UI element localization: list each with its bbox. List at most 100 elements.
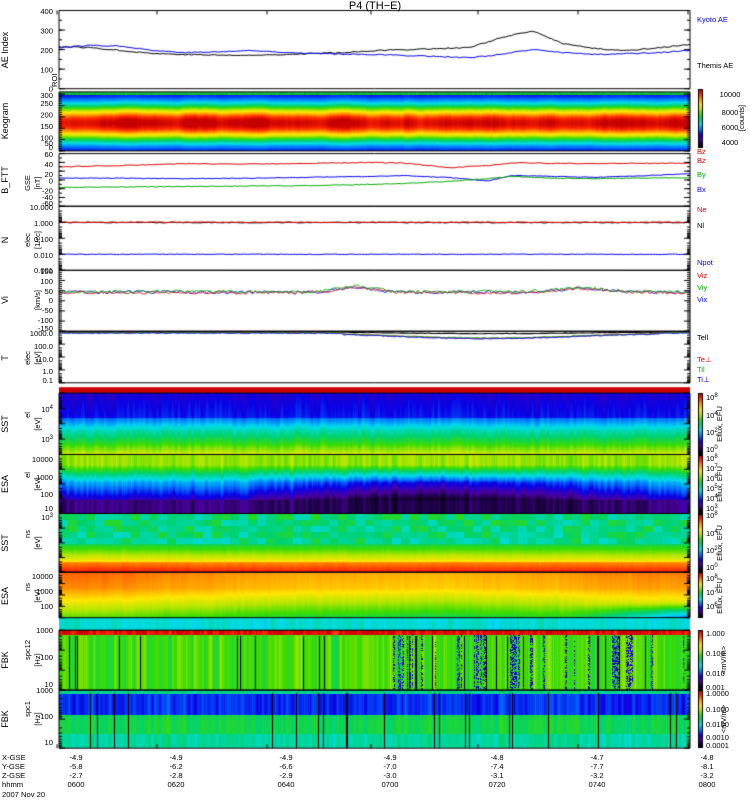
svg-text:100: 100: [40, 490, 53, 499]
svg-text:400: 400: [40, 7, 53, 16]
svg-text:[nT]: [nT]: [33, 177, 42, 190]
svg-text:Keogram: Keogram: [0, 103, 10, 140]
svg-text:-50: -50: [42, 306, 53, 315]
svg-text:SST: SST: [0, 415, 10, 433]
svg-text:ns: ns: [23, 530, 32, 538]
svg-text:-4.7: -4.7: [590, 753, 603, 762]
svg-text:Ti⊥: Ti⊥: [697, 375, 710, 384]
svg-text:100: 100: [40, 712, 53, 721]
svg-text:T: T: [0, 355, 10, 361]
svg-text:10: 10: [45, 504, 53, 513]
svg-text:FBK: FBK: [0, 651, 10, 669]
svg-text:4000: 4000: [722, 138, 739, 147]
svg-text:1000: 1000: [36, 626, 53, 635]
svg-text:-3.0: -3.0: [383, 771, 396, 780]
svg-text:250: 250: [40, 99, 53, 108]
svg-text:100: 100: [40, 653, 53, 662]
svg-text:1.0000: 1.0000: [706, 689, 729, 698]
svg-text:0600: 0600: [68, 780, 85, 789]
svg-text:X-GSE: X-GSE: [2, 753, 26, 762]
svg-text:103: 103: [41, 513, 53, 522]
svg-text:-6.6: -6.6: [279, 762, 292, 771]
svg-text:Bz: Bz: [697, 147, 706, 156]
svg-text:0620: 0620: [168, 780, 185, 789]
svg-text:100: 100: [706, 563, 718, 572]
svg-text:40: 40: [45, 160, 53, 169]
svg-text:-2.8: -2.8: [169, 771, 182, 780]
svg-text:Vix: Vix: [697, 295, 708, 304]
svg-text:elec: elec: [23, 233, 32, 247]
svg-text:0.010: 0.010: [34, 251, 53, 260]
svg-text:60: 60: [45, 150, 53, 159]
svg-text:-3.2: -3.2: [700, 771, 713, 780]
svg-text:1.000: 1.000: [34, 219, 53, 228]
svg-text:0: 0: [49, 177, 53, 186]
svg-text:SST: SST: [0, 534, 10, 552]
svg-text:0800: 0800: [699, 780, 716, 789]
svg-text:Ne: Ne: [697, 205, 707, 214]
svg-text:ns: ns: [23, 583, 32, 591]
svg-text:ESA: ESA: [0, 475, 10, 493]
svg-text:6000: 6000: [722, 123, 739, 132]
svg-text:Themis AE: Themis AE: [697, 61, 733, 70]
svg-text:spc12: spc12: [23, 640, 32, 660]
svg-text:100: 100: [706, 445, 718, 454]
svg-text:10000: 10000: [32, 455, 53, 464]
svg-text:<mV/m>: <mV/m>: [719, 645, 728, 674]
svg-text:N: N: [0, 237, 10, 244]
svg-text:200: 200: [40, 111, 53, 120]
svg-text:Eflux, EFU: Eflux, EFU: [715, 406, 724, 442]
svg-text:103: 103: [41, 435, 53, 444]
svg-text:0.100: 0.100: [34, 235, 53, 244]
svg-text:P4 (TH−E): P4 (TH−E): [349, 0, 401, 12]
svg-text:104: 104: [41, 405, 53, 414]
svg-text:Bz: Bz: [697, 156, 706, 165]
svg-text:108: 108: [706, 454, 718, 463]
svg-text:-8.1: -8.1: [700, 762, 713, 771]
svg-text:[km/s]: [km/s]: [33, 290, 42, 310]
svg-text:AE Index: AE Index: [0, 31, 10, 68]
svg-text:Tell: Tell: [697, 333, 709, 342]
svg-text:2007 Nov 20: 2007 Nov 20: [2, 790, 45, 799]
svg-text:-7.7: -7.7: [590, 762, 603, 771]
svg-text:Til: Til: [697, 365, 705, 374]
svg-text:spc1: spc1: [23, 701, 32, 717]
svg-text:-2.9: -2.9: [279, 771, 292, 780]
svg-text:10.000: 10.000: [30, 203, 53, 212]
svg-text:Eflux, EFU: Eflux, EFU: [715, 466, 724, 502]
svg-text:-7.0: -7.0: [383, 762, 396, 771]
svg-text:ESA: ESA: [0, 587, 10, 605]
svg-text:200: 200: [40, 46, 53, 55]
svg-text:-4.8: -4.8: [490, 753, 503, 762]
svg-text:Nl: Nl: [697, 221, 704, 230]
svg-text:Y-GSE: Y-GSE: [2, 762, 25, 771]
svg-text:0700: 0700: [382, 780, 399, 789]
svg-text:Kyoto AE: Kyoto AE: [697, 15, 728, 24]
svg-text:B_FTT: B_FTT: [0, 166, 10, 194]
svg-text:Viz: Viz: [697, 271, 708, 280]
svg-text:<mV/m>: <mV/m>: [719, 704, 728, 733]
svg-text:Viy: Viy: [697, 283, 708, 292]
svg-text:150: 150: [40, 122, 53, 131]
svg-text:-4.9: -4.9: [279, 753, 292, 762]
svg-text:[eV]: [eV]: [33, 536, 42, 549]
svg-text:Bx: Bx: [697, 185, 706, 194]
svg-text:100: 100: [40, 277, 53, 286]
svg-text:300: 300: [40, 27, 53, 36]
svg-text:10000: 10000: [32, 572, 53, 581]
svg-text:hhmm: hhmm: [2, 780, 23, 789]
svg-text:108: 108: [706, 511, 718, 520]
svg-text:0: 0: [49, 296, 53, 305]
svg-text:Npot: Npot: [697, 258, 714, 267]
svg-text:10000: 10000: [720, 90, 741, 99]
svg-text:-5.8: -5.8: [69, 762, 82, 771]
svg-text:Vi: Vi: [0, 296, 10, 304]
svg-text:[eV]: [eV]: [33, 417, 42, 430]
svg-text:0720: 0720: [489, 780, 506, 789]
svg-text:el: el: [23, 412, 32, 418]
svg-text:-4.9: -4.9: [69, 753, 82, 762]
svg-text:Te⊥: Te⊥: [697, 355, 712, 364]
svg-text:ROI: ROI: [50, 73, 59, 87]
svg-text:0.0001: 0.0001: [706, 741, 729, 750]
svg-text:50: 50: [45, 287, 53, 296]
